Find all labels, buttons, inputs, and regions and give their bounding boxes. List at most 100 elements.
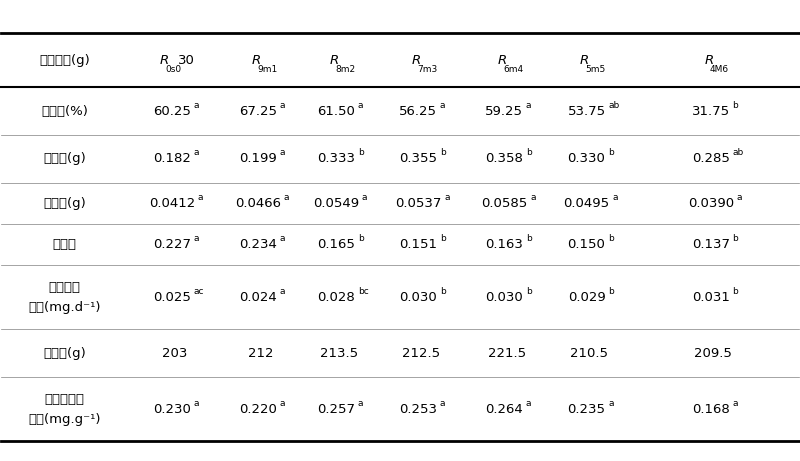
Text: b: b (608, 287, 614, 296)
Text: 30: 30 (178, 54, 194, 67)
Text: 67.25: 67.25 (239, 105, 277, 118)
Text: a: a (280, 399, 285, 408)
Text: a: a (362, 193, 367, 202)
Text: b: b (440, 148, 446, 157)
Text: 0.031: 0.031 (692, 291, 730, 304)
Text: a: a (280, 100, 285, 110)
Text: 0.235: 0.235 (567, 403, 606, 416)
Text: 用率(mg.g⁻¹): 用率(mg.g⁻¹) (28, 413, 101, 426)
Text: R: R (330, 54, 338, 67)
Text: 0.028: 0.028 (318, 291, 355, 304)
Text: b: b (526, 148, 532, 157)
Text: 0.0466: 0.0466 (235, 197, 281, 210)
Text: 8m2: 8m2 (335, 65, 355, 74)
Text: a: a (280, 287, 285, 296)
Text: 59.25: 59.25 (486, 105, 523, 118)
Text: a: a (284, 193, 290, 202)
Text: a: a (194, 148, 199, 157)
Text: a: a (198, 193, 203, 202)
Text: 单株净光: 单株净光 (48, 281, 80, 294)
Text: a: a (526, 100, 531, 110)
Text: 210.5: 210.5 (570, 347, 608, 360)
Text: a: a (444, 193, 450, 202)
Text: 5m5: 5m5 (586, 65, 606, 74)
Text: 0.253: 0.253 (399, 403, 438, 416)
Text: 0.0537: 0.0537 (395, 197, 442, 210)
Text: 0.0390: 0.0390 (688, 197, 734, 210)
Text: b: b (526, 234, 532, 243)
Text: 总干重(g): 总干重(g) (43, 197, 86, 210)
Text: 0.165: 0.165 (318, 238, 355, 251)
Text: b: b (608, 234, 614, 243)
Text: 0.330: 0.330 (568, 152, 606, 165)
Text: 209.5: 209.5 (694, 347, 732, 360)
Text: 53.75: 53.75 (567, 105, 606, 118)
Text: a: a (280, 234, 285, 243)
Text: R: R (704, 54, 714, 67)
Text: b: b (358, 234, 363, 243)
Text: 0.024: 0.024 (239, 291, 277, 304)
Text: 0.358: 0.358 (486, 152, 523, 165)
Text: 基质处理(g): 基质处理(g) (39, 54, 90, 67)
Text: 茄发率(%): 茄发率(%) (41, 105, 88, 118)
Text: 干鲜比: 干鲜比 (52, 238, 76, 251)
Text: R: R (580, 54, 589, 67)
Text: 0.0495: 0.0495 (563, 197, 610, 210)
Text: 0.0585: 0.0585 (482, 197, 527, 210)
Text: 60.25: 60.25 (153, 105, 191, 118)
Text: 总鲜重(g): 总鲜重(g) (43, 152, 86, 165)
Text: bc: bc (358, 287, 369, 296)
Text: 203: 203 (162, 347, 187, 360)
Text: b: b (733, 287, 738, 296)
Text: 213.5: 213.5 (319, 347, 358, 360)
Text: 0.234: 0.234 (239, 238, 277, 251)
Text: a: a (358, 399, 363, 408)
Text: 0.030: 0.030 (399, 291, 438, 304)
Text: 0.150: 0.150 (568, 238, 606, 251)
Text: b: b (358, 148, 363, 157)
Text: 56.25: 56.25 (399, 105, 438, 118)
Text: ab: ab (608, 100, 619, 110)
Text: a: a (280, 148, 285, 157)
Text: R: R (498, 54, 507, 67)
Text: R: R (412, 54, 421, 67)
Text: 0s0: 0s0 (166, 65, 182, 74)
Text: ab: ab (733, 148, 744, 157)
Text: 蘵腾量(g): 蘵腾量(g) (43, 347, 86, 360)
Text: 0.257: 0.257 (318, 403, 355, 416)
Text: 4M6: 4M6 (710, 65, 729, 74)
Text: a: a (194, 234, 199, 243)
Text: 221.5: 221.5 (488, 347, 526, 360)
Text: 0.168: 0.168 (692, 403, 730, 416)
Text: a: a (194, 399, 199, 408)
Text: b: b (608, 148, 614, 157)
Text: 0.030: 0.030 (486, 291, 523, 304)
Text: 0.029: 0.029 (568, 291, 606, 304)
Text: 0.0549: 0.0549 (313, 197, 359, 210)
Text: a: a (526, 399, 531, 408)
Text: a: a (733, 399, 738, 408)
Text: 0.333: 0.333 (318, 152, 355, 165)
Text: a: a (440, 100, 446, 110)
Text: 0.285: 0.285 (692, 152, 730, 165)
Text: R: R (251, 54, 261, 67)
Text: a: a (612, 193, 618, 202)
Text: 212.5: 212.5 (402, 347, 440, 360)
Text: 0.227: 0.227 (153, 238, 191, 251)
Text: 合量(mg.d⁻¹): 合量(mg.d⁻¹) (28, 301, 101, 314)
Text: 31.75: 31.75 (692, 105, 730, 118)
Text: 212: 212 (248, 347, 274, 360)
Text: R: R (160, 54, 169, 67)
Text: a: a (737, 193, 742, 202)
Text: 0.264: 0.264 (486, 403, 523, 416)
Text: 群体水分利: 群体水分利 (44, 393, 84, 406)
Text: b: b (733, 234, 738, 243)
Text: 0.230: 0.230 (153, 403, 191, 416)
Text: 7m3: 7m3 (418, 65, 438, 74)
Text: 0.182: 0.182 (153, 152, 191, 165)
Text: 0.025: 0.025 (153, 291, 191, 304)
Text: b: b (526, 287, 532, 296)
Text: 61.50: 61.50 (318, 105, 355, 118)
Text: a: a (194, 100, 199, 110)
Text: 0.355: 0.355 (399, 152, 438, 165)
